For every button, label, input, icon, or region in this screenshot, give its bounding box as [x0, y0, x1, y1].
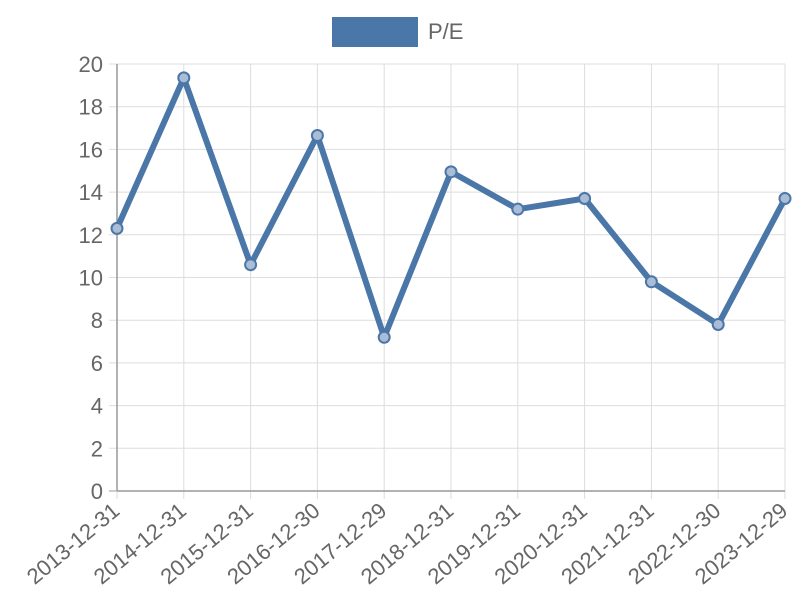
grid-lines [109, 63, 786, 499]
y-tick-label: 16 [79, 137, 103, 162]
y-tick-label: 14 [79, 180, 103, 205]
data-point[interactable] [644, 275, 658, 289]
legend[interactable]: P/E [332, 17, 463, 47]
y-tick-label: 18 [79, 95, 103, 120]
series-group [110, 71, 792, 344]
data-point[interactable] [244, 258, 258, 272]
y-tick-label: 4 [91, 394, 103, 419]
y-tick-label: 6 [91, 351, 103, 376]
y-tick-label: 20 [79, 52, 103, 77]
data-point[interactable] [177, 71, 191, 85]
y-tick-label: 12 [79, 223, 103, 248]
y-tick-labels: 0 2 4 6 8 10 12 14 16 18 20 [79, 52, 103, 504]
data-point[interactable] [511, 202, 525, 216]
legend-swatch-pe[interactable] [332, 17, 418, 47]
data-point[interactable] [778, 192, 792, 206]
data-point[interactable] [578, 192, 592, 206]
axes [116, 64, 785, 492]
data-point[interactable] [310, 129, 324, 143]
y-tick-label: 0 [91, 479, 103, 504]
y-tick-label: 8 [91, 308, 103, 333]
legend-label-pe[interactable]: P/E [428, 19, 463, 44]
data-point[interactable] [444, 165, 458, 179]
data-point[interactable] [711, 317, 725, 331]
data-point[interactable] [110, 221, 124, 235]
y-tick-label: 2 [91, 436, 103, 461]
y-tick-label: 10 [79, 266, 103, 291]
data-point[interactable] [377, 330, 391, 344]
x-tick-labels: 2013-12-312014-12-312015-12-312016-12-30… [22, 498, 792, 589]
